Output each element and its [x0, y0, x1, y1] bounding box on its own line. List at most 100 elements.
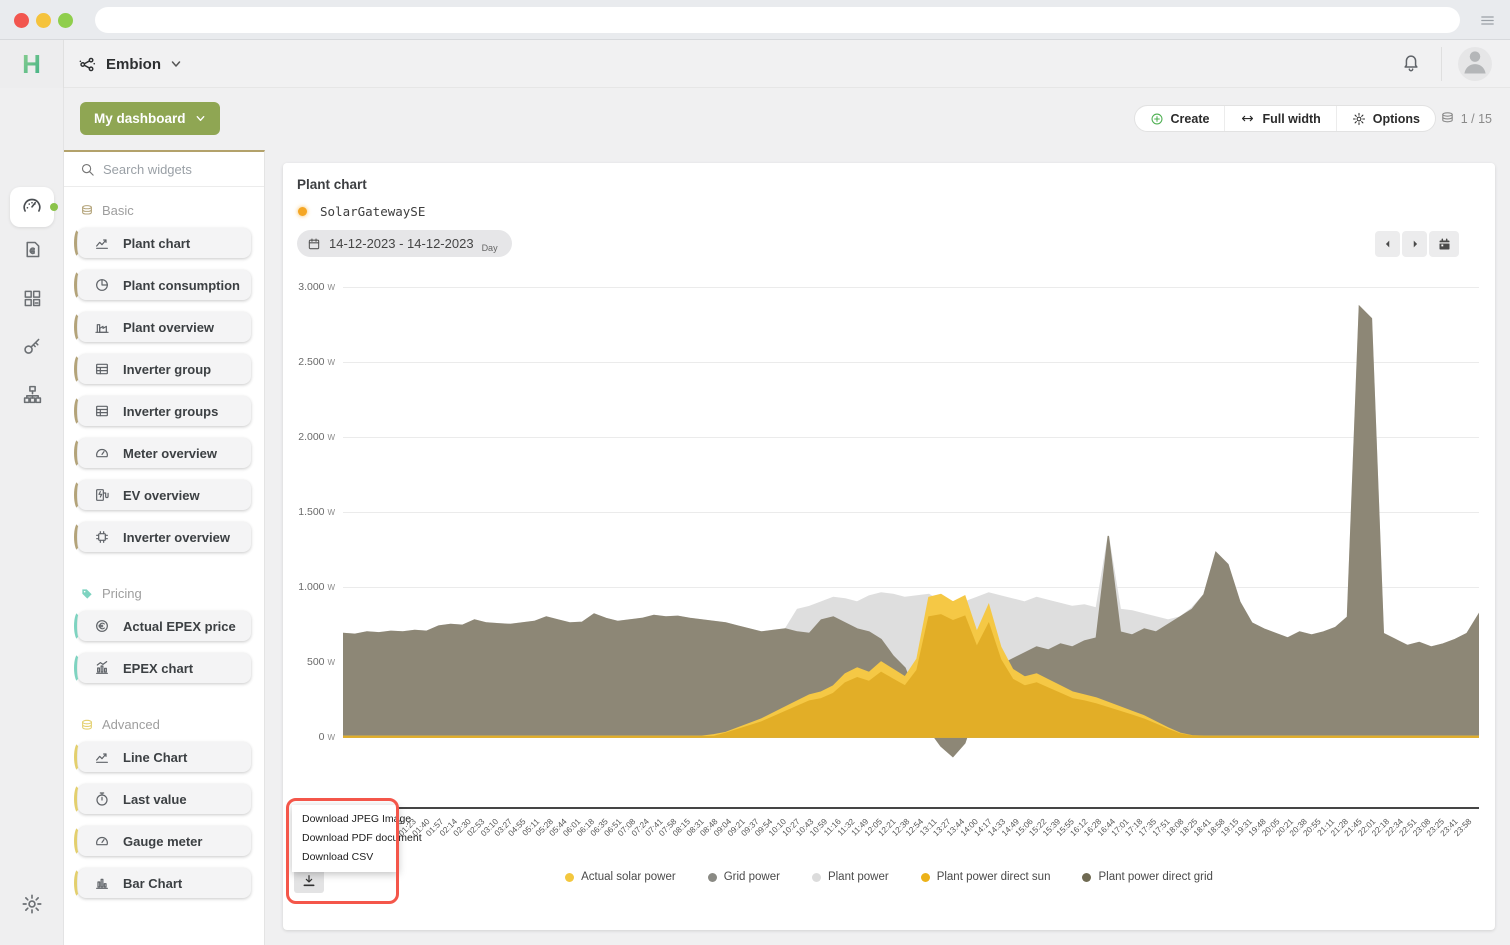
menu-item-download-pdf[interactable]: Download PDF document	[302, 832, 422, 844]
download-menu: Download JPEG Image Download PDF documen…	[292, 805, 422, 872]
widget-item-epex-chart[interactable]: EPEX chart	[74, 653, 251, 683]
item-accent	[74, 611, 84, 641]
widget-item-meter-overview[interactable]: Meter overview	[74, 438, 251, 468]
nav-invoices[interactable]	[10, 232, 54, 272]
full-width-button[interactable]: Full width	[1225, 106, 1337, 131]
y-axis-label: 2.500 W	[298, 356, 335, 368]
widget-item-label: Plant overview	[123, 319, 215, 335]
nav-hierarchy[interactable]	[10, 377, 54, 417]
notifications-bell-icon[interactable]	[1397, 48, 1425, 81]
logo-letter: H	[22, 48, 41, 79]
widget-item-ev-overview[interactable]: EV overview	[74, 480, 251, 510]
item-accent	[74, 826, 84, 856]
gridline	[343, 512, 1479, 513]
stopwatch-icon	[94, 791, 110, 807]
menu-item-download-jpeg[interactable]: Download JPEG Image	[302, 813, 412, 825]
chevron-down-icon	[195, 113, 206, 124]
main-canvas: Plant chart SolarGatewaySE 14-12-2023 - …	[265, 150, 1510, 945]
download-button[interactable]	[294, 868, 324, 893]
table-icon	[94, 403, 110, 419]
section-header-basic: Basic	[80, 203, 251, 218]
options-label: Options	[1372, 111, 1420, 126]
item-accent	[74, 312, 84, 342]
nav-dashboards[interactable]	[10, 187, 54, 227]
widget-item-gauge-meter[interactable]: Gauge meter	[74, 826, 251, 856]
legend-item-plant-power[interactable]: Plant power	[811, 871, 889, 883]
widget-item-label: Line Chart	[123, 749, 188, 765]
widget-item-bar-chart[interactable]: Bar Chart	[74, 868, 251, 898]
create-button[interactable]: Create	[1135, 106, 1226, 131]
nav-access-keys[interactable]	[10, 329, 54, 369]
user-avatar[interactable]	[1458, 47, 1492, 81]
widget-item-inverter-group[interactable]: Inverter group	[74, 354, 251, 384]
widget-item-plant-chart[interactable]: Plant chart	[74, 228, 251, 258]
app-logo[interactable]: H	[0, 40, 64, 88]
plus-circle-icon	[1150, 112, 1164, 126]
item-accent	[74, 228, 84, 258]
next-range-button[interactable]	[1402, 231, 1427, 257]
widgets-panel: Basic Plant chart Plant consumption Plant o…	[64, 150, 265, 945]
chevron-down-icon	[170, 58, 182, 70]
widget-item-label: Bar Chart	[123, 875, 183, 891]
widget-item-inverter-groups[interactable]: Inverter groups	[74, 396, 251, 426]
nav-active-dot	[50, 203, 58, 211]
sitemap-icon	[22, 384, 43, 410]
address-bar[interactable]	[95, 7, 1460, 33]
gridline	[343, 362, 1479, 363]
meter-icon	[94, 445, 110, 461]
legend-item-plant-power-direct-grid[interactable]: Plant power direct grid	[1082, 871, 1213, 883]
line-chart-icon	[94, 235, 110, 251]
widget-item-label: Inverter group	[123, 361, 212, 377]
widget-item-last-value[interactable]: Last value	[74, 784, 251, 814]
legend-dot	[1082, 872, 1092, 882]
legend-label: Grid power	[723, 871, 780, 883]
section-header-pricing: Pricing	[80, 586, 251, 601]
network-icon	[78, 55, 97, 74]
legend-item-grid-power[interactable]: Grid power	[707, 871, 780, 883]
window-close-button[interactable]	[14, 13, 29, 28]
chip-icon	[94, 529, 110, 545]
widget-item-plant-consumption[interactable]: Plant consumption	[74, 270, 251, 300]
pie-icon	[94, 277, 110, 293]
browser-menu-icon[interactable]	[1479, 12, 1496, 34]
search-input[interactable]	[103, 161, 243, 177]
bar-chart-icon	[94, 875, 110, 891]
legend-dot	[565, 872, 575, 882]
dashboard-selector-button[interactable]: My dashboard	[80, 102, 220, 135]
widget-item-actual-epex-price[interactable]: Actual EPEX price	[74, 611, 251, 641]
item-accent	[74, 438, 84, 468]
legend-label: Plant power direct grid	[1098, 871, 1213, 883]
page-indicator-label: 1 / 15	[1460, 111, 1492, 126]
widget-item-line-chart[interactable]: Line Chart	[74, 742, 251, 772]
org-switcher[interactable]: Embion	[78, 40, 182, 88]
menu-item-download-csv[interactable]: Download CSV	[302, 851, 374, 863]
layers-icon	[1440, 111, 1455, 126]
arrows-horizontal-icon	[1240, 111, 1255, 126]
layers-icon	[80, 204, 94, 218]
range-nav	[1375, 231, 1459, 257]
legend-label: Actual solar power	[581, 871, 676, 883]
calendar-picker-button[interactable]	[1429, 231, 1459, 257]
window-minimize-button[interactable]	[36, 13, 51, 28]
y-axis-label: 500 W	[307, 656, 335, 668]
item-accent	[74, 354, 84, 384]
nav-settings[interactable]	[10, 886, 54, 926]
dashboard-page-indicator[interactable]: 1 / 15	[1440, 105, 1492, 132]
widget-item-label: Last value	[123, 791, 187, 807]
legend-item-plant-power-direct-sun[interactable]: Plant power direct sun	[920, 871, 1050, 883]
gridline	[343, 437, 1479, 438]
nav-widgets[interactable]	[10, 280, 54, 320]
ev-icon	[94, 487, 110, 503]
legend-dot	[920, 872, 930, 882]
y-axis-label: 1.500 W	[298, 506, 335, 518]
prev-range-button[interactable]	[1375, 231, 1400, 257]
item-accent	[74, 270, 84, 300]
widget-item-inverter-overview[interactable]: Inverter overview	[74, 522, 251, 552]
date-range-button[interactable]: 14-12-2023 - 14-12-2023 Day	[297, 230, 512, 257]
options-button[interactable]: Options	[1337, 106, 1435, 131]
window-zoom-button[interactable]	[58, 13, 73, 28]
create-label: Create	[1170, 111, 1210, 126]
widget-item-plant-overview[interactable]: Plant overview	[74, 312, 251, 342]
header-right	[1397, 40, 1510, 88]
legend-item-actual-solar-power[interactable]: Actual solar power	[565, 871, 676, 883]
